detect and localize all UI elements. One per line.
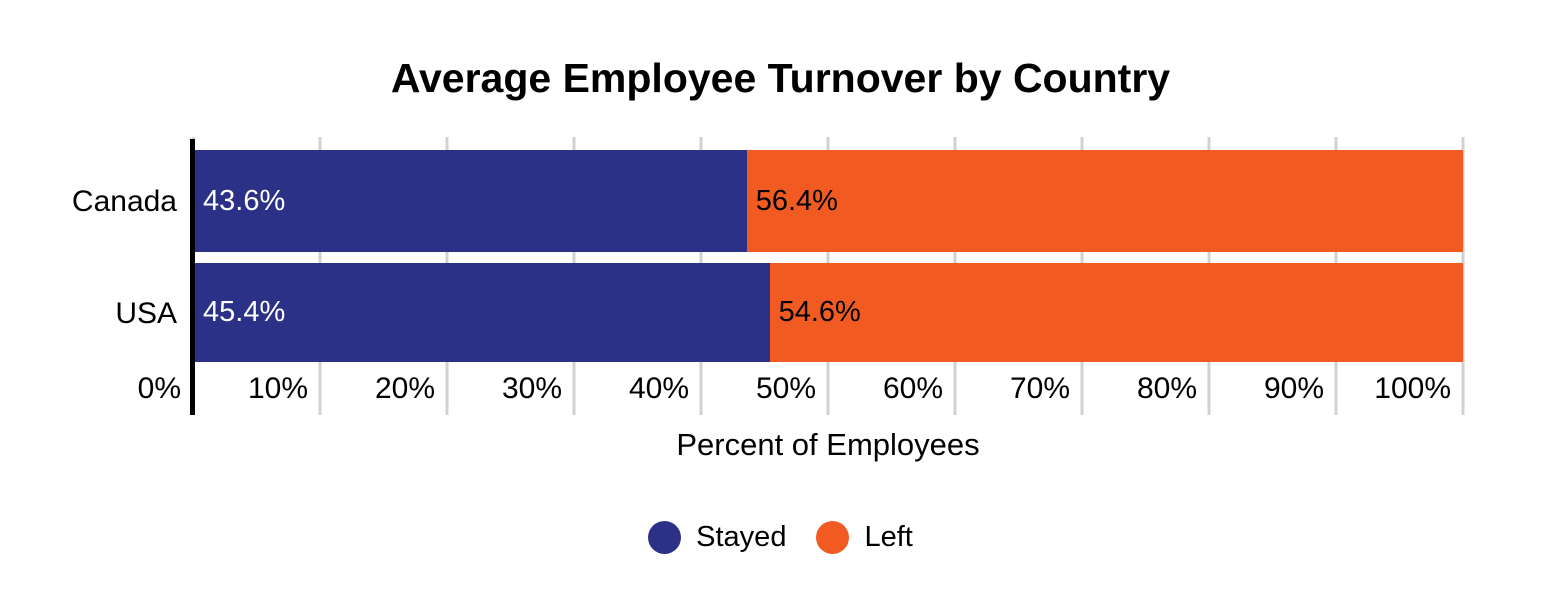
- bar-value-label: 54.6%: [778, 296, 861, 328]
- bar-value-label: 45.4%: [203, 296, 286, 328]
- x-tick-label: 60%: [882, 372, 943, 405]
- category-label-canada: Canada: [71, 185, 177, 218]
- bar-value-label: 56.4%: [755, 184, 838, 217]
- x-tick-label: 100%: [1374, 372, 1451, 405]
- plot-area: 43.6% 56.4% 45.4% 54.6% 0% 10% 20% 30% 4…: [138, 137, 1465, 462]
- x-tick-label: 0%: [137, 372, 181, 405]
- x-tick-label: 20%: [374, 372, 435, 405]
- x-tick-label: 30%: [501, 372, 562, 405]
- left-legend-marker-icon: [816, 521, 850, 554]
- bar-segment-canada-left: 56.4%: [746, 150, 1463, 252]
- legend-label: Stayed: [696, 521, 787, 553]
- bar-value-label: 43.6%: [203, 184, 286, 217]
- x-tick-label: 50%: [755, 372, 816, 405]
- x-tick-label: 80%: [1136, 372, 1197, 405]
- legend-item-left: Left: [816, 521, 913, 554]
- category-label-usa: USA: [115, 297, 177, 330]
- x-tick-label: 40%: [628, 372, 689, 405]
- legend-label: Left: [864, 521, 913, 553]
- bar-segment-usa-stayed: 45.4%: [193, 263, 770, 362]
- x-tick-label: 70%: [1009, 372, 1070, 405]
- stayed-legend-marker-icon: [648, 521, 682, 554]
- chart-title: Average Employee Turnover by Country: [390, 55, 1171, 101]
- x-axis-title: Percent of Employees: [676, 427, 980, 462]
- bar-segment-canada-stayed: 43.6%: [193, 150, 747, 252]
- y-axis-line: [190, 139, 195, 415]
- legend: Stayed Left: [0, 521, 1561, 554]
- x-tick-label: 10%: [247, 372, 308, 405]
- legend-item-stayed: Stayed: [648, 521, 786, 554]
- x-tick-label: 90%: [1263, 372, 1324, 405]
- bar-usa: 45.4% 54.6%: [193, 263, 1463, 362]
- bar-canada: 43.6% 56.4%: [193, 150, 1463, 252]
- bar-segment-usa-left: 54.6%: [769, 263, 1463, 362]
- gridline: [1461, 137, 1465, 415]
